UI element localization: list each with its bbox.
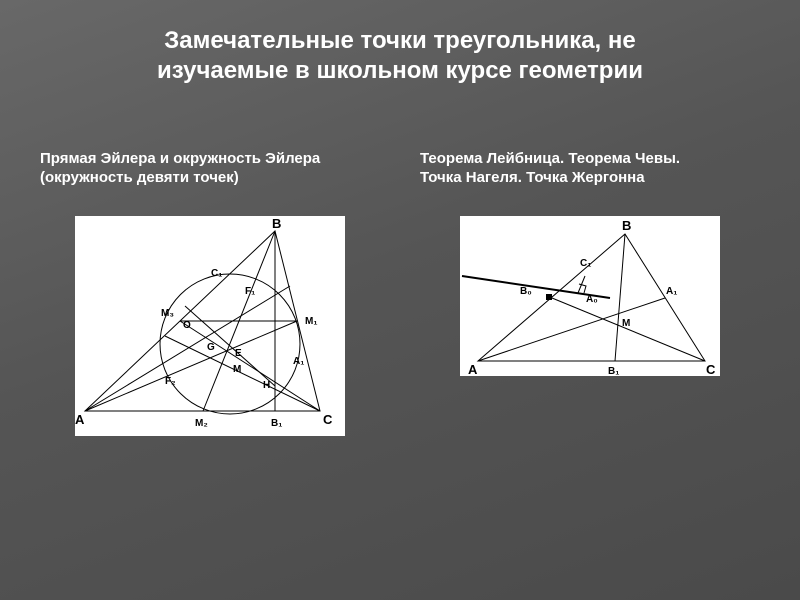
line-af1 xyxy=(85,286,290,411)
label-a1-r: A₁ xyxy=(666,286,677,297)
right-figure: A B C C₁ B₀ A₀ A₁ B₁ M xyxy=(460,216,720,376)
label-f2: F₂ xyxy=(165,376,176,387)
label-m1: M₁ xyxy=(305,316,317,327)
columns: Прямая Эйлера и окружность Эйлера (окруж… xyxy=(40,150,760,436)
left-column: Прямая Эйлера и окружность Эйлера (окруж… xyxy=(40,150,380,436)
label-a: A xyxy=(75,412,85,427)
label-g: G xyxy=(207,342,215,353)
cevian-a xyxy=(85,321,297,411)
label-h: H xyxy=(263,380,270,391)
label-c: C xyxy=(323,412,333,427)
label-c1: C₁ xyxy=(211,268,222,279)
cevian-c1 xyxy=(552,298,705,361)
label-b1: B₁ xyxy=(271,418,282,429)
euler-line xyxy=(185,306,275,386)
right-column: Теорема Лейбница. Теорема Чевы. Точка На… xyxy=(420,150,760,436)
label-m: M xyxy=(233,364,241,375)
left-caption-line-1: Прямая Эйлера и окружность Эйлера xyxy=(40,150,320,167)
slide-title: Замечательные точки треугольника, не изу… xyxy=(60,26,740,86)
label-o: O xyxy=(183,320,191,331)
title-line-1: Замечательные точки треугольника, не xyxy=(164,27,635,54)
label-m-r: M xyxy=(622,318,630,329)
left-caption: Прямая Эйлера и окружность Эйлера (окруж… xyxy=(40,150,380,188)
label-a0: A₀ xyxy=(586,294,598,305)
label-a1: A₁ xyxy=(293,356,304,367)
right-caption: Теорема Лейбница. Теорема Чевы. Точка На… xyxy=(420,150,760,188)
point-b0-marker xyxy=(546,294,552,300)
label-f1: F₁ xyxy=(245,286,255,297)
left-caption-line-2: (окружность девяти точек) xyxy=(40,169,239,186)
label-m3: M₃ xyxy=(161,308,174,319)
left-figure: A B C M₁ M₂ M₃ F₁ F₂ C₁ A₁ B₁ O G M E H xyxy=(75,216,345,436)
cevian-b1 xyxy=(615,234,625,361)
right-caption-line-2: Точка Нагеля. Точка Жергонна xyxy=(420,169,645,186)
label-b0: B₀ xyxy=(520,286,532,297)
label-c-r: C xyxy=(706,362,716,376)
label-b: B xyxy=(272,216,281,231)
label-b1-r: B₁ xyxy=(608,366,619,376)
label-b-r: B xyxy=(622,218,631,233)
label-e: E xyxy=(235,348,242,359)
label-a-r: A xyxy=(468,362,478,376)
cevian-a1 xyxy=(478,298,665,361)
title-line-2: изучаемые в школьном курсе геометрии xyxy=(157,57,643,84)
right-caption-line-1: Теорема Лейбница. Теорема Чевы. xyxy=(420,150,680,167)
slide: Замечательные точки треугольника, не изу… xyxy=(0,0,800,600)
label-c1-r: C₁ xyxy=(580,258,591,269)
label-m2: M₂ xyxy=(195,418,208,429)
